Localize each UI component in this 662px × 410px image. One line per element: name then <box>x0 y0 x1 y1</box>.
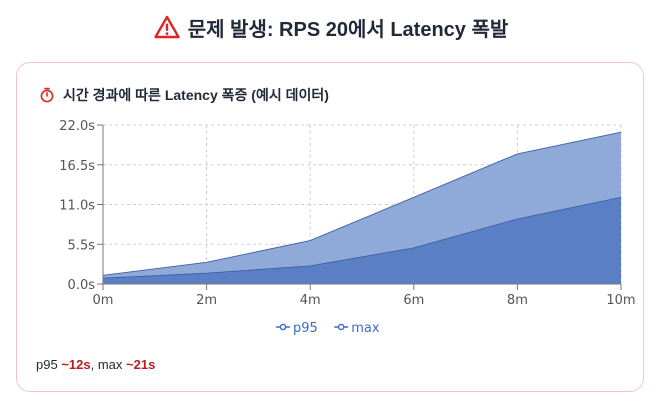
x-tick-label: 0m <box>93 293 114 308</box>
line-p95 <box>102 196 622 279</box>
y-tick-label: 5.5s <box>68 238 96 253</box>
note-p95-label: p95 <box>36 357 62 372</box>
legend-marker-max <box>337 323 345 331</box>
x-tick-label: 6m <box>403 293 424 308</box>
legend-item-p95: p95 <box>276 321 318 336</box>
area-p95 <box>103 197 621 284</box>
legend-item-max: max <box>334 321 380 336</box>
x-tick-label: 2m <box>196 293 217 308</box>
legend-label-max: max <box>351 321 380 336</box>
card-title: 시간 경과에 따른 Latency 폭증 (예시 데이터) <box>63 87 329 103</box>
x-tick-label: 8m <box>507 293 528 308</box>
card-header: 시간 경과에 따른 Latency 폭증 (예시 데이터) <box>39 85 329 105</box>
page-header: 문제 발생: RPS 20에서 Latency 폭발 <box>0 10 662 44</box>
legend-label-p95: p95 <box>293 321 318 336</box>
chart-axes <box>97 124 622 290</box>
warning-icon <box>153 15 180 39</box>
x-tick-labels: 0m 2m 4m 6m 8m 10m <box>93 293 636 308</box>
stopwatch-icon <box>40 87 54 103</box>
note-separator: , max <box>90 357 127 372</box>
y-tick-labels: 0.0s 5.5s 11.0s 16.5s 22.0s <box>59 119 95 293</box>
note-max-value: ~21s <box>126 357 156 372</box>
x-tick-label: 10m <box>606 293 635 308</box>
summary-note: p95 ~12s, max ~21s <box>36 357 155 372</box>
y-tick-label: 0.0s <box>68 278 96 293</box>
page-title: 문제 발생: RPS 20에서 Latency 폭발 <box>187 18 509 41</box>
note-p95-value: ~12s <box>61 357 91 372</box>
y-tick-label: 22.0s <box>59 119 95 134</box>
chart-legend: p95 max <box>276 321 380 336</box>
legend-marker-p95 <box>279 323 287 331</box>
y-tick-label: 11.0s <box>59 199 95 214</box>
chart-areas <box>102 131 622 284</box>
line-max <box>102 131 622 276</box>
y-tick-label: 16.5s <box>59 159 95 174</box>
x-tick-label: 4m <box>300 293 321 308</box>
